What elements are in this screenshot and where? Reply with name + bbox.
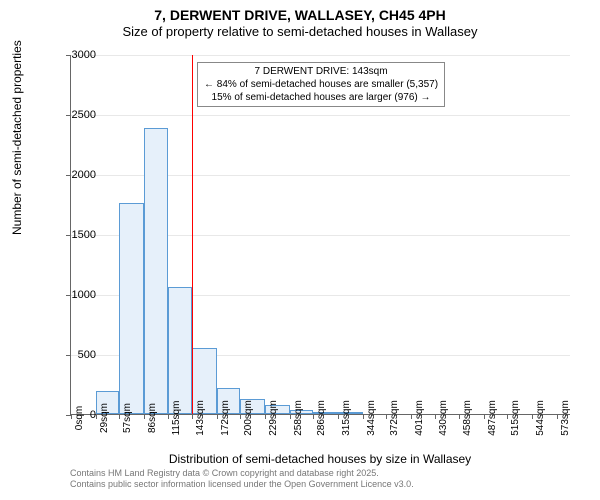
chart-title-main: 7, DERWENT DRIVE, WALLASEY, CH45 4PH bbox=[0, 6, 600, 24]
chart-title-block: 7, DERWENT DRIVE, WALLASEY, CH45 4PH Siz… bbox=[0, 0, 600, 41]
x-tick-label: 172sqm bbox=[220, 400, 231, 436]
annotation-line: 7 DERWENT DRIVE: 143sqm bbox=[204, 65, 438, 78]
x-tick-label: 344sqm bbox=[366, 400, 377, 436]
x-tick-label: 200sqm bbox=[243, 400, 254, 436]
x-axis-label: Distribution of semi-detached houses by … bbox=[70, 452, 570, 466]
x-tick-label: 143sqm bbox=[195, 400, 206, 436]
x-tick-mark bbox=[411, 414, 412, 419]
x-tick-mark bbox=[435, 414, 436, 419]
x-tick-mark bbox=[265, 414, 266, 419]
y-tick-label: 2000 bbox=[36, 169, 96, 181]
x-tick-label: 372sqm bbox=[389, 400, 400, 436]
x-tick-label: 515sqm bbox=[510, 400, 521, 436]
x-tick-label: 0sqm bbox=[74, 406, 85, 430]
y-tick-label: 0 bbox=[36, 409, 96, 421]
x-tick-label: 229sqm bbox=[268, 400, 279, 436]
reference-line bbox=[192, 55, 193, 414]
x-tick-label: 29sqm bbox=[99, 403, 110, 433]
x-tick-label: 458sqm bbox=[462, 400, 473, 436]
x-tick-label: 401sqm bbox=[414, 400, 425, 436]
x-tick-mark bbox=[313, 414, 314, 419]
annotation-line: ← 84% of semi-detached houses are smalle… bbox=[204, 78, 438, 91]
x-tick-label: 286sqm bbox=[316, 400, 327, 436]
x-tick-label: 315sqm bbox=[341, 400, 352, 436]
x-tick-mark bbox=[338, 414, 339, 419]
attribution-block: Contains HM Land Registry data © Crown c… bbox=[70, 468, 414, 490]
y-tick-label: 1000 bbox=[36, 289, 96, 301]
x-tick-label: 57sqm bbox=[122, 403, 133, 433]
x-tick-label: 115sqm bbox=[171, 401, 182, 436]
histogram-bar bbox=[144, 128, 169, 414]
x-tick-mark bbox=[363, 414, 364, 419]
x-tick-label: 487sqm bbox=[487, 400, 498, 436]
x-tick-mark bbox=[532, 414, 533, 419]
x-tick-label: 258sqm bbox=[293, 400, 304, 436]
x-tick-mark bbox=[144, 414, 145, 419]
y-tick-label: 500 bbox=[36, 349, 96, 361]
x-tick-label: 86sqm bbox=[147, 403, 158, 433]
x-tick-mark bbox=[192, 414, 193, 419]
histogram-bar bbox=[168, 287, 192, 414]
annotation-box: 7 DERWENT DRIVE: 143sqm← 84% of semi-det… bbox=[197, 62, 445, 107]
y-tick-label: 2500 bbox=[36, 109, 96, 121]
x-tick-mark bbox=[459, 414, 460, 419]
x-tick-mark bbox=[557, 414, 558, 419]
x-tick-label: 430sqm bbox=[438, 400, 449, 436]
gridline bbox=[71, 115, 570, 116]
y-tick-label: 3000 bbox=[36, 49, 96, 61]
histogram-bar bbox=[119, 203, 144, 414]
x-tick-mark bbox=[484, 414, 485, 419]
annotation-line: 15% of semi-detached houses are larger (… bbox=[204, 91, 438, 104]
x-tick-mark bbox=[168, 414, 169, 419]
chart-title-sub: Size of property relative to semi-detach… bbox=[0, 24, 600, 41]
y-tick-label: 1500 bbox=[36, 229, 96, 241]
x-tick-mark bbox=[507, 414, 508, 419]
x-tick-mark bbox=[240, 414, 241, 419]
x-tick-mark bbox=[217, 414, 218, 419]
attribution-line-1: Contains HM Land Registry data © Crown c… bbox=[70, 468, 414, 479]
x-tick-label: 544sqm bbox=[535, 400, 546, 436]
chart-plot-area: 7 DERWENT DRIVE: 143sqm← 84% of semi-det… bbox=[70, 55, 570, 415]
x-tick-mark bbox=[119, 414, 120, 419]
attribution-line-2: Contains public sector information licen… bbox=[70, 479, 414, 490]
x-tick-mark bbox=[290, 414, 291, 419]
gridline bbox=[71, 55, 570, 56]
x-tick-mark bbox=[386, 414, 387, 419]
x-tick-label: 573sqm bbox=[560, 400, 571, 436]
y-axis-label: Number of semi-detached properties bbox=[10, 40, 24, 235]
